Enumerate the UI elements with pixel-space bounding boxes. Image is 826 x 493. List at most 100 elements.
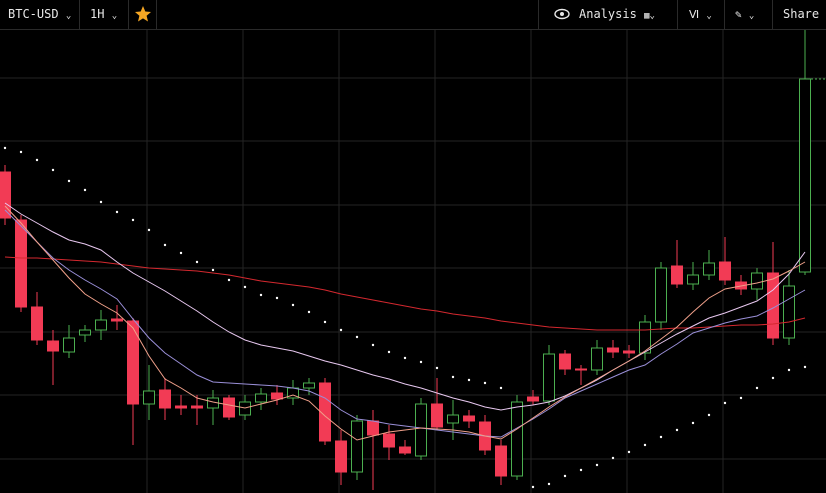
symbol-selector[interactable]: BTC-USD ⌄ [8,7,72,21]
chart-type-button[interactable]: Ⅵ ⌄ [689,8,712,21]
candle-body [335,440,347,473]
sar-dot [547,482,551,486]
candle-body [431,403,443,428]
sar-dot [419,360,423,364]
sar-dot [579,468,583,472]
candle-body [671,265,683,285]
separator [724,0,725,29]
sar-dot [307,310,311,314]
sar-dot [323,320,327,324]
grid [0,30,826,493]
candle-body [623,350,635,354]
candle-body [543,353,555,402]
candle-body [351,420,363,473]
sar-dot [723,401,727,405]
candle-body [0,171,11,219]
candle-body [399,446,411,454]
candle-body [575,368,587,371]
candle-body [175,405,187,409]
sar-dot [499,386,503,390]
sar-dot [99,200,103,204]
toolbar: BTC-USD ⌄ 1H ⌄ Analysis ▦⌄ Ⅵ ⌄ ✎ ⌄ Share… [0,0,826,30]
sar-dot [739,396,743,400]
sar-dot [707,413,711,417]
candle-body [751,272,763,290]
draw-button[interactable]: ✎ ⌄ [735,8,755,21]
candle-body [31,306,43,341]
sar-dot [595,463,599,467]
sar-dot [675,428,679,432]
sar-dot [275,296,279,300]
analysis: Analysis [579,7,637,21]
sar-dot [179,251,183,255]
candle-body [79,329,91,336]
candle-body [655,267,667,323]
sar-dot [147,228,151,232]
sar-dot [803,365,807,369]
candle-body [511,401,523,477]
sar-dot [387,350,391,354]
candle-body [783,285,795,339]
candle-body [127,320,139,405]
eye-icon [554,8,570,20]
candle-body [319,382,331,442]
sar-dot [563,474,567,478]
sar-dot [531,485,535,489]
sar-dot [435,366,439,370]
sar-dot [211,268,215,272]
sar-dot [3,146,7,150]
symbol: BTC-USD [8,7,59,21]
favorite-star[interactable] [134,5,152,23]
analysis-button[interactable]: Analysis ▦⌄ [579,7,655,21]
separator [772,0,773,29]
separator [156,0,157,29]
sar-dot [19,150,23,154]
share: Share D [783,7,826,21]
sar-dot [755,386,759,390]
sar-dot [51,168,55,172]
sar-dot [195,260,199,264]
sar-dot [163,243,167,247]
candle-body [367,420,379,436]
sar-dot [787,368,791,372]
candle-body [415,403,427,457]
separator [128,0,129,29]
share-button[interactable]: Share D [783,0,826,29]
interval-selector[interactable]: 1H ⌄ [90,7,118,21]
sar-dot [467,378,471,382]
candle-body [223,397,235,418]
candle-body [15,219,27,308]
sar-dot [291,303,295,307]
sar-dot [659,435,663,439]
candle-body [111,318,123,322]
sar-dot [771,376,775,380]
candle-body [271,392,283,400]
sar-dot [35,158,39,162]
sar-dot [403,356,407,360]
separator [677,0,678,29]
candle-body [159,389,171,409]
candle-body [463,415,475,422]
sar-dot [243,285,247,289]
candle-body [495,445,507,477]
candle-body [527,396,539,402]
candle-body [447,414,459,424]
sar-dot [259,293,263,297]
candle-body [63,337,75,353]
interval: 1H [90,7,105,21]
sar-dot [643,443,647,447]
candle-body [639,321,651,354]
candle-body [591,347,603,371]
candle-body [95,319,107,331]
moving-average-line [4,256,806,331]
candle-body [383,433,395,448]
candle-body [255,393,267,403]
sar-dot [627,450,631,454]
sar-dot [83,188,87,192]
candle-body [767,272,779,339]
candle-body [687,274,699,285]
sar-dot [339,328,343,332]
sar-dot [691,421,695,425]
candle-body [799,78,811,273]
